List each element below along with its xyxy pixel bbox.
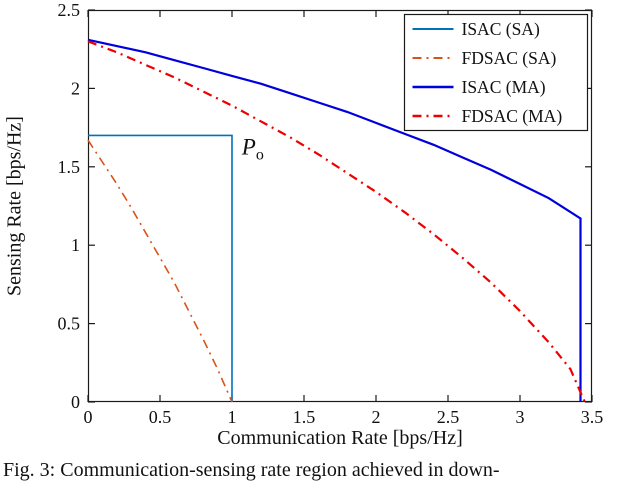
x-tick-label: 0.5 — [149, 407, 172, 427]
series-line-isac-ma — [87, 38, 582, 402]
y-tick-label: 0.5 — [58, 314, 81, 334]
x-tick-label: 1.5 — [293, 407, 316, 427]
x-axis-label: Communication Rate [bps/Hz] — [217, 427, 463, 449]
legend-label-isac-ma: ISAC (MA) — [462, 77, 546, 97]
x-tick-label: 2.5 — [437, 407, 460, 427]
x-tick-label: 0 — [84, 407, 93, 427]
x-tick-label: 1 — [228, 407, 237, 427]
annotation-p-o: Po — [241, 134, 264, 163]
legend-label-isac-sa: ISAC (SA) — [462, 19, 540, 39]
series-line-fdsac-ma — [87, 40, 586, 403]
x-tick-label: 3.5 — [581, 407, 604, 427]
y-tick-label: 1.5 — [58, 157, 81, 177]
y-tick-label: 1 — [71, 235, 80, 255]
y-tick-label: 2 — [71, 78, 80, 98]
x-tick-label: 3 — [516, 407, 525, 427]
plot-area: 0 0.5 1 1.5 2 2.5 3 3.5 0 0.5 1 1.5 2 2.5 Po ISAC (SA) F… — [58, 0, 604, 427]
series-line-isac-sa — [88, 134, 233, 402]
y-tick-label: 0 — [71, 392, 80, 412]
figure-caption: Fig. 3: Communication-sensing rate regio… — [3, 459, 500, 481]
y-tick-label: 2.5 — [58, 0, 81, 20]
legend-label-fdsac-ma: FDSAC (MA) — [462, 106, 563, 126]
legend-label-fdsac-sa: FDSAC (SA) — [462, 48, 557, 68]
series-line-fdsac-sa — [87, 139, 233, 403]
x-tick-label: 2 — [372, 407, 381, 427]
y-axis-label: Sensing Rate [bps/Hz] — [3, 116, 26, 296]
legend-box — [403, 13, 589, 132]
axes-box — [87, 9, 593, 403]
